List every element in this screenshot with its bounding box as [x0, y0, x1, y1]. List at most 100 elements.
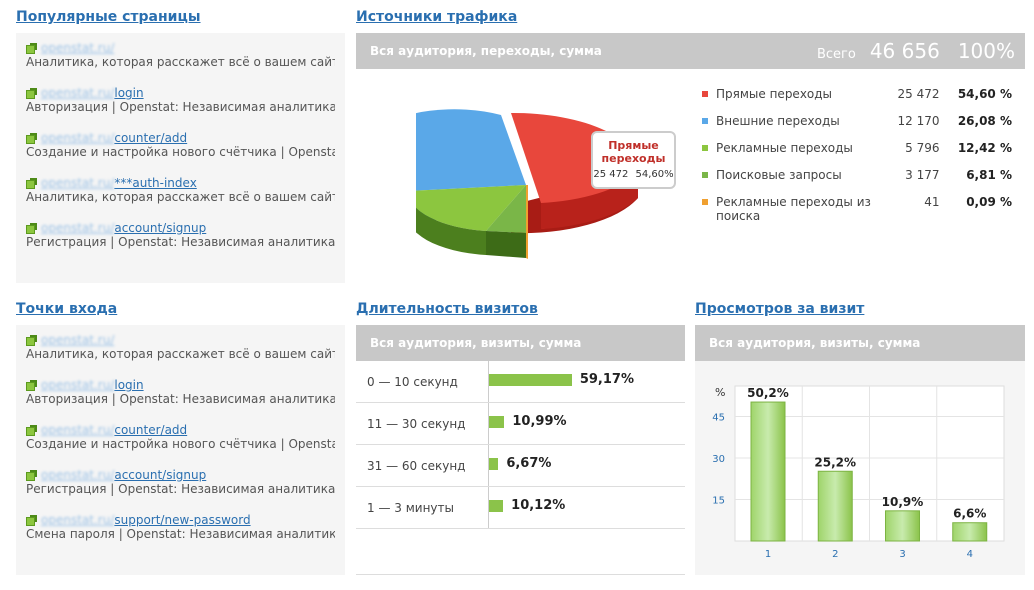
traffic-legend-row[interactable]: Внешние переходы 12 170 26,08 % — [702, 114, 1012, 141]
external-link-icon[interactable] — [26, 133, 37, 144]
page-host-link[interactable]: openstat.ru/ — [41, 176, 115, 190]
chart-bar[interactable] — [952, 522, 988, 542]
pie-slice-direct-front — [541, 173, 638, 229]
visit-duration-title[interactable]: Длительность визитов — [356, 301, 538, 317]
traffic-legend-row[interactable]: Рекламные переходы из поиска 41 0,09 % — [702, 195, 1012, 229]
page-host-link[interactable]: openstat.ru/ — [41, 41, 115, 55]
page-path-link[interactable]: support/new-password — [114, 513, 251, 527]
tooltip-percent: 54,60% — [635, 169, 674, 180]
entry-points-title[interactable]: Точки входа — [16, 301, 118, 317]
popular-pages-title[interactable]: Популярные страницы — [16, 9, 201, 25]
entry-item: openstat.ru/Аналитика, которая расскажет… — [26, 333, 335, 361]
legend-name: Рекламные переходы из поиска — [716, 195, 871, 223]
page-path-link[interactable]: ***auth-index — [114, 176, 197, 190]
duration-bar[interactable] — [489, 374, 572, 386]
popular-item: openstat.ru/login Авторизация | Openstat:… — [26, 86, 335, 114]
traffic-sources-panel: Вся аудитория, переходы, сумма Всего 46 … — [356, 33, 1025, 283]
external-link-icon[interactable] — [26, 178, 37, 189]
views-filter-bar: Вся аудитория, визиты, сумма — [695, 325, 1025, 361]
pie-slice-ads-side — [416, 207, 486, 255]
legend-value: 41 — [924, 195, 940, 209]
popular-item: openstat.ru/counter/add Создание и настро… — [26, 131, 335, 159]
duration-filter-bar: Вся аудитория, визиты, сумма — [356, 325, 685, 361]
views-bar-chart: 15 30 45% 50,2% 1 25,2% 2 10,9% 3 6,6% 4 — [712, 385, 1005, 560]
legend-swatch — [702, 199, 708, 205]
page-description: Регистрация | Openstat: Независимая анал… — [26, 482, 335, 496]
chart-bar[interactable] — [750, 401, 786, 542]
traffic-sources-title[interactable]: Источники трафика — [356, 9, 518, 25]
chart-y-label: % — [715, 386, 725, 399]
legend-name: Рекламные переходы — [716, 141, 853, 155]
duration-bar[interactable] — [489, 500, 504, 512]
traffic-legend-row[interactable]: Прямые переходы 25 472 54,60 % — [702, 87, 1012, 114]
page-path-link[interactable]: login — [114, 378, 144, 392]
tooltip-value: 25 472 — [593, 169, 629, 180]
external-link-icon[interactable] — [26, 425, 37, 436]
page-host-link[interactable]: openstat.ru/ — [41, 131, 115, 145]
traffic-legend-row[interactable]: Рекламные переходы 5 796 12,42 % — [702, 141, 1012, 168]
external-link-icon[interactable] — [26, 470, 37, 481]
chart-data-label: 25,2% — [814, 455, 856, 469]
legend-percent: 12,42 % — [957, 141, 1012, 155]
page-host-link[interactable]: openstat.ru/ — [41, 513, 115, 527]
total-value: 46 656 — [869, 39, 940, 63]
duration-row: 1 — 3 минуты 10,12% — [356, 487, 685, 529]
chart-x-tick: 2 — [832, 549, 838, 560]
page-path-link[interactable]: counter/add — [114, 131, 188, 145]
page-description: Аналитика, которая расскажет всё о вашем… — [26, 347, 335, 361]
page-path-link[interactable]: login — [114, 86, 144, 100]
pie-tooltip: Прямые переходы 25 472 54,60% — [591, 131, 676, 189]
chart-data-label: 6,6% — [953, 507, 986, 521]
views-per-visit-title[interactable]: Просмотров за визит — [695, 301, 865, 317]
pie-slice-ads[interactable] — [416, 185, 526, 231]
pie-slice-search[interactable] — [486, 185, 526, 233]
duration-label: 11 — 30 секунд — [367, 417, 466, 431]
duration-axis-line — [488, 361, 489, 529]
page-description: Смена пароля | Openstat: Независимая ана… — [26, 527, 335, 541]
traffic-legend-row[interactable]: Поисковые запросы 3 177 6,81 % — [702, 168, 1012, 195]
popular-pages-list: openstat.ru/Аналитика, которая расскажет… — [16, 33, 345, 249]
chart-x-tick: 1 — [765, 549, 771, 560]
page-host-link[interactable]: openstat.ru/ — [41, 378, 115, 392]
page-path-link[interactable]: account/signup — [114, 221, 207, 235]
external-link-icon[interactable] — [26, 515, 37, 526]
page-host-link[interactable]: openstat.ru/ — [41, 333, 115, 347]
duration-percent: 10,12% — [511, 498, 566, 513]
chart-data-label: 50,2% — [747, 386, 789, 400]
page-host-link[interactable]: openstat.ru/ — [41, 86, 115, 100]
external-link-icon[interactable] — [26, 335, 37, 346]
external-link-icon[interactable] — [26, 88, 37, 99]
duration-bar[interactable] — [489, 458, 499, 470]
chart-bar[interactable] — [817, 470, 853, 542]
duration-percent: 10,99% — [512, 414, 567, 429]
page-path-link[interactable]: counter/add — [114, 423, 188, 437]
pie-slice-search-side — [486, 231, 526, 258]
external-link-icon[interactable] — [26, 380, 37, 391]
chart-bar[interactable] — [885, 510, 920, 542]
page-host-link[interactable]: openstat.ru/ — [41, 221, 115, 235]
legend-value: 3 177 — [905, 168, 940, 182]
external-link-icon[interactable] — [26, 43, 37, 54]
pie-slice-external[interactable] — [416, 109, 526, 191]
chart-y-tick: 15 — [712, 495, 725, 506]
legend-value: 25 472 — [897, 87, 940, 101]
entry-points-list: openstat.ru/Аналитика, которая расскажет… — [16, 325, 345, 541]
legend-value: 5 796 — [905, 141, 940, 155]
page-path-link[interactable]: account/signup — [114, 468, 207, 482]
duration-bar[interactable] — [489, 416, 505, 428]
legend-percent: 0,09 % — [966, 195, 1012, 209]
legend-name: Поисковые запросы — [716, 168, 842, 182]
duration-label: 31 — 60 секунд — [367, 459, 466, 473]
total-percent: 100% — [957, 39, 1015, 63]
page-host-link[interactable]: openstat.ru/ — [41, 468, 115, 482]
tooltip-name-1: Прямые — [608, 139, 659, 152]
pie-slice-ad-search[interactable] — [526, 185, 528, 259]
tooltip-name-2: переходы — [601, 152, 666, 165]
external-link-icon[interactable] — [26, 223, 37, 234]
total-label: Всего — [816, 47, 856, 62]
popular-item: openstat.ru/***auth-index Аналитика, кото… — [26, 176, 335, 204]
legend-value: 12 170 — [897, 114, 940, 128]
duration-row: 11 — 30 секунд 10,99% — [356, 403, 685, 445]
chart-y-tick: 30 — [712, 454, 725, 465]
page-host-link[interactable]: openstat.ru/ — [41, 423, 115, 437]
